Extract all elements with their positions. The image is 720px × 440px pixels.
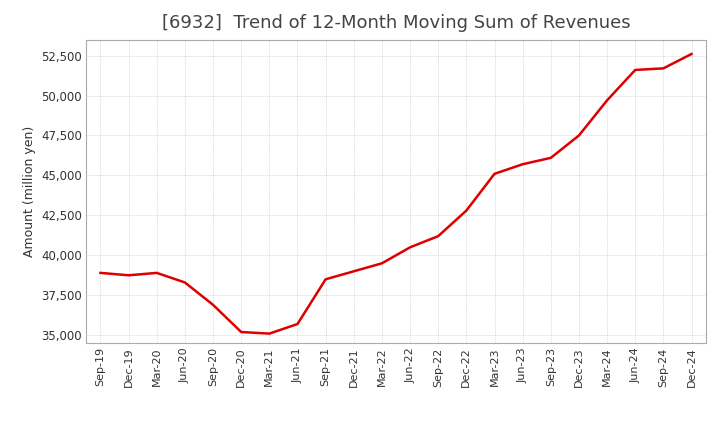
Title: [6932]  Trend of 12-Month Moving Sum of Revenues: [6932] Trend of 12-Month Moving Sum of R…: [162, 15, 630, 33]
Y-axis label: Amount (million yen): Amount (million yen): [23, 126, 36, 257]
